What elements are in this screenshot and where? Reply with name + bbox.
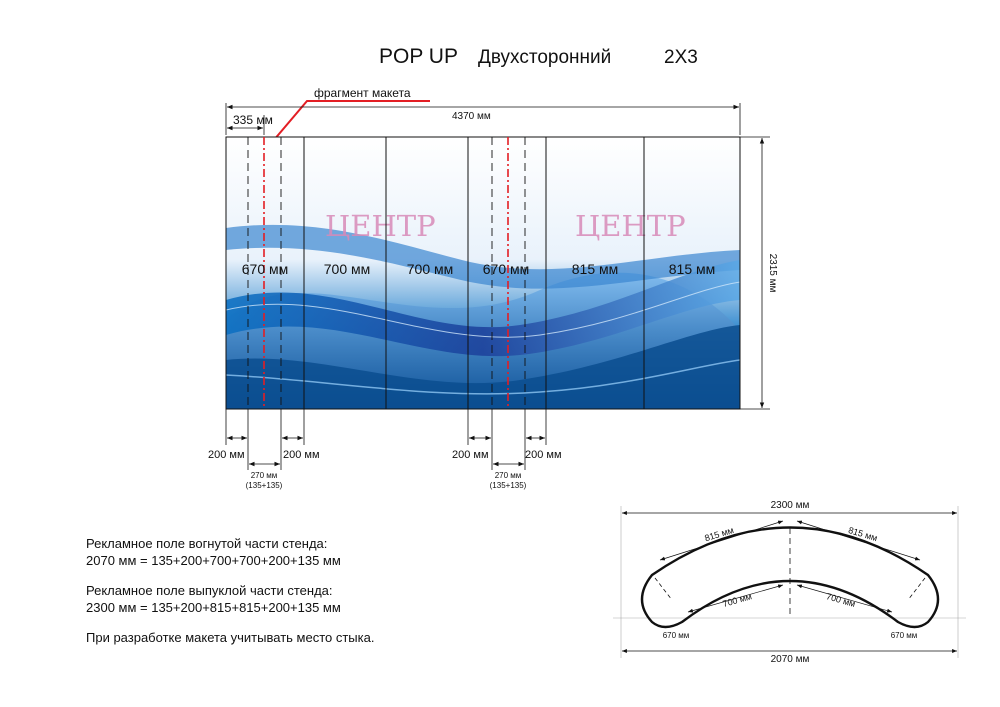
- plan-end-left-label: 670 мм: [663, 631, 690, 640]
- height-dimension: 2315 мм: [740, 136, 778, 410]
- plan-top-width-label: 2300 мм: [771, 500, 810, 511]
- panel-labels: 670 мм 700 мм 700 мм 670 мм 815 мм 815 м…: [242, 261, 716, 277]
- diagram-title: POP UP Двухсторонний 2X3: [379, 45, 698, 68]
- convex-formula: 2300 мм = 135+200+815+815+200+135 мм: [86, 600, 341, 615]
- wave-graphic: [226, 224, 740, 409]
- panel-label: 815 мм: [572, 261, 619, 277]
- bottom-left-200-a: 200 мм: [208, 449, 245, 461]
- panel-grid: [225, 136, 741, 410]
- watermark-center-left: ЦЕНТР: [325, 209, 436, 243]
- bottom-right-200-b: 200 мм: [525, 449, 562, 461]
- concave-formula: 2070 мм = 135+200+700+700+200+135 мм: [86, 553, 341, 568]
- watermark-center-right: ЦЕНТР: [575, 209, 686, 243]
- title-sub: Двухсторонний: [478, 47, 611, 68]
- panel-label: 670 мм: [242, 261, 289, 277]
- joint-dashed-lines: [247, 137, 526, 409]
- convex-title: Рекламное поле выпуклой части стенда:: [86, 583, 333, 598]
- title-size: 2X3: [664, 47, 698, 68]
- plan-bottom-width-label: 2070 мм: [771, 654, 810, 665]
- notes-block: Рекламное поле вогнутой части стенда: 20…: [86, 535, 374, 646]
- banner-artwork: ЦЕНТР ЦЕНТР: [226, 137, 740, 409]
- joint-270-a: 270 мм: [251, 471, 278, 480]
- bottom-left-200-b: 200 мм: [452, 449, 489, 461]
- panel-label: 700 мм: [407, 261, 454, 277]
- title-main: POP UP: [379, 45, 458, 68]
- height-label: 2315 мм: [767, 254, 778, 293]
- plan-end-right-label: 670 мм: [891, 631, 918, 640]
- panel-label: 815 мм: [669, 261, 716, 277]
- left-offset-label: 335 мм: [233, 113, 273, 127]
- joint-sum-b: (135+135): [490, 481, 527, 490]
- joint-center-lines: [263, 137, 509, 409]
- top-dimensions: 4370 мм 335 мм: [225, 103, 741, 135]
- joint-remark: При разработке макета учитывать место ст…: [86, 630, 375, 645]
- plan-inner-left-label: 700 мм: [721, 591, 753, 609]
- joint-sum-a: (135+135): [246, 481, 283, 490]
- panel-label: 700 мм: [324, 261, 371, 277]
- bottom-dimensions: 200 мм 200 мм 270 мм (135+135) 200 мм 20…: [208, 409, 562, 490]
- total-width-label: 4370 мм: [452, 111, 491, 122]
- bottom-right-200-a: 200 мм: [283, 449, 320, 461]
- plan-view: 2300 мм 2070 мм 815 мм 815 мм 700 мм 700…: [613, 500, 966, 665]
- concave-title: Рекламное поле вогнутой части стенда:: [86, 536, 328, 551]
- joint-270-b: 270 мм: [495, 471, 522, 480]
- panel-label: 670 мм: [483, 261, 530, 277]
- callout-label: фрагмент макета: [314, 86, 411, 100]
